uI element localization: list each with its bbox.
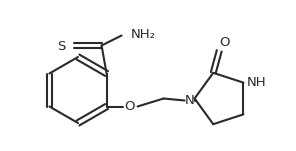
Text: O: O <box>124 100 135 113</box>
Text: NH: NH <box>247 76 266 89</box>
Text: O: O <box>219 36 229 49</box>
Text: S: S <box>57 40 66 53</box>
Text: NH₂: NH₂ <box>131 28 156 41</box>
Text: N: N <box>185 94 194 107</box>
